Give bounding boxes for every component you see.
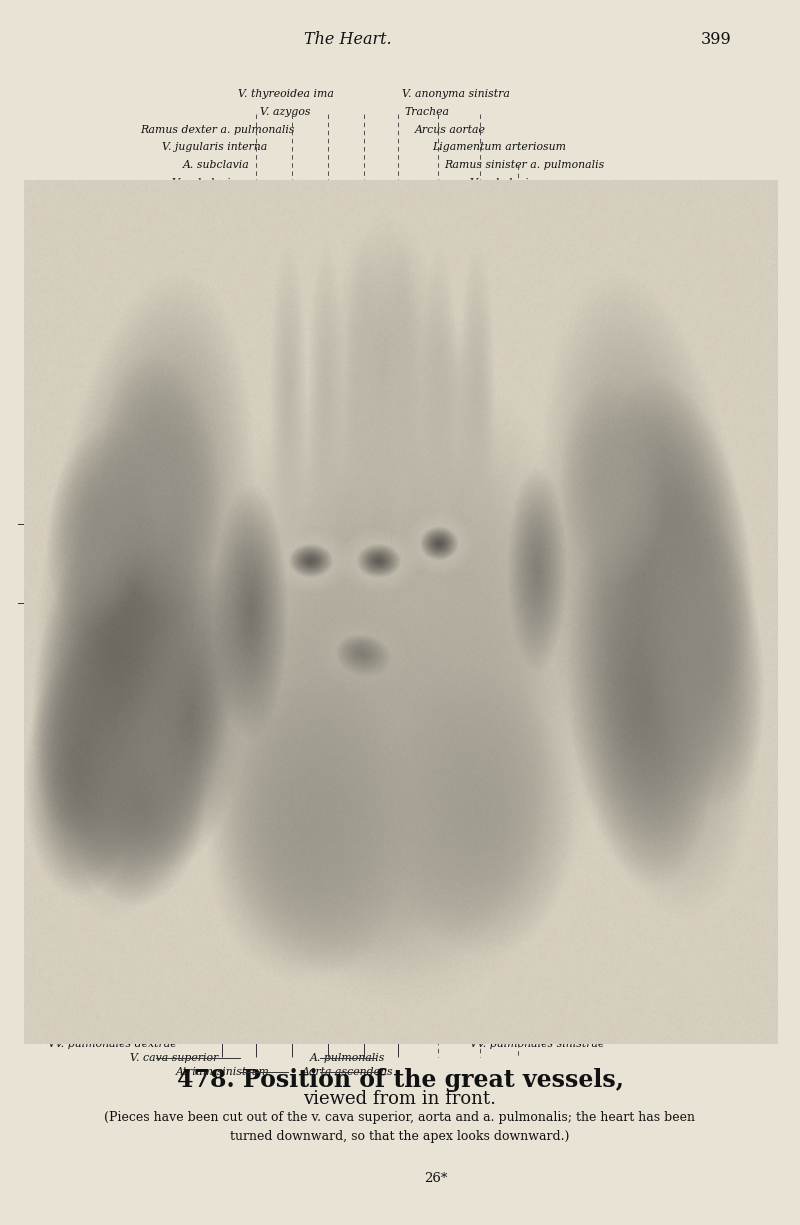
Text: V. subclavia: V. subclavia (172, 178, 237, 187)
Text: V. thyreoidea ima: V. thyreoidea ima (238, 88, 334, 99)
Text: Arcus aortae: Arcus aortae (414, 125, 486, 135)
Text: 399: 399 (701, 32, 731, 48)
Text: 478. Position of the great vessels,: 478. Position of the great vessels, (177, 1068, 623, 1093)
Text: Ramus dexter a. pulmonalis: Ramus dexter a. pulmonalis (140, 125, 294, 135)
Text: Costa I.: Costa I. (38, 238, 81, 249)
Text: Atrium sinistrum: Atrium sinistrum (175, 1067, 270, 1077)
Text: (Pieces have been cut out of the v. cava superior, aorta and a. pulmonalis; the : (Pieces have been cut out of the v. cava… (105, 1111, 695, 1143)
Text: Trachea: Trachea (404, 107, 449, 118)
Text: V. jugularis interna: V. jugularis interna (162, 142, 267, 152)
Text: Ramus sinister a. pulmonalis: Ramus sinister a. pulmonalis (444, 159, 604, 170)
Text: viewed from in front.: viewed from in front. (303, 1090, 497, 1107)
Text: Pulmo dexter: Pulmo dexter (48, 1024, 122, 1035)
Text: The Heart.: The Heart. (304, 32, 392, 48)
Text: V. anonyma sinistra: V. anonyma sinistra (402, 88, 510, 99)
Text: A. subclavia: A. subclavia (182, 159, 249, 170)
Text: Ligamentum arteriosum: Ligamentum arteriosum (432, 142, 566, 152)
Text: 26*: 26* (424, 1172, 448, 1185)
Text: Vv. pulmonales sinistrae: Vv. pulmonales sinistrae (470, 1039, 605, 1049)
Text: Pulmo sinister: Pulmo sinister (572, 1024, 651, 1035)
Text: A. pulmonalis: A. pulmonalis (310, 1052, 386, 1063)
Text: Vv. pulmonales dextrae: Vv. pulmonales dextrae (48, 1039, 177, 1049)
Text: V. subclavia: V. subclavia (470, 178, 535, 187)
Text: V. azygos: V. azygos (260, 107, 310, 118)
Text: Aorta ascendens: Aorta ascendens (302, 1067, 394, 1077)
Text: V. cava superior: V. cava superior (130, 1052, 218, 1063)
